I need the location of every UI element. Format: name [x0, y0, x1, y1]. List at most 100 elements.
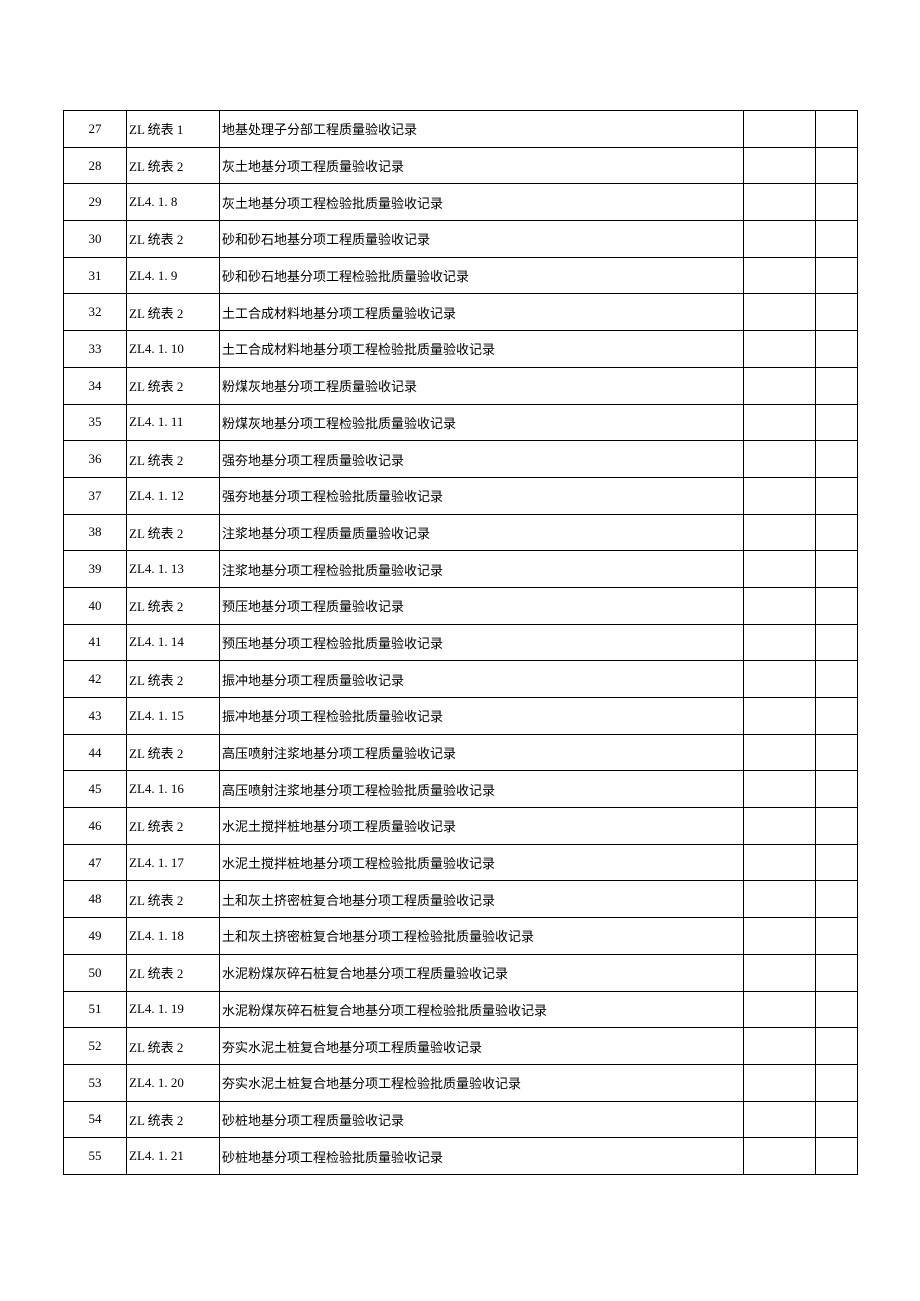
blank-cell-2 — [816, 1064, 858, 1101]
blank-cell-1 — [744, 331, 816, 368]
code-cell: ZL 统表 2 — [127, 367, 220, 404]
sequence-cell: 42 — [64, 661, 127, 698]
description-cell: 水泥土搅拌桩地基分项工程检验批质量验收记录 — [220, 844, 744, 881]
blank-cell-1 — [744, 147, 816, 184]
blank-cell-1 — [744, 184, 816, 221]
blank-cell-1 — [744, 881, 816, 918]
sequence-cell: 45 — [64, 771, 127, 808]
description-cell: 高压喷射注浆地基分项工程质量验收记录 — [220, 734, 744, 771]
blank-cell-1 — [744, 221, 816, 258]
blank-cell-2 — [816, 698, 858, 735]
blank-cell-2 — [816, 184, 858, 221]
blank-cell-1 — [744, 918, 816, 955]
table-row: 37ZL4. 1. 12强夯地基分项工程检验批质量验收记录 — [64, 477, 858, 514]
blank-cell-2 — [816, 771, 858, 808]
table-row: 52ZL 统表 2夯实水泥土桩复合地基分项工程质量验收记录 — [64, 1028, 858, 1065]
sequence-cell: 52 — [64, 1028, 127, 1065]
code-cell: ZL 统表 2 — [127, 1028, 220, 1065]
table-row: 51ZL4. 1. 19水泥粉煤灰碎石桩复合地基分项工程检验批质量验收记录 — [64, 991, 858, 1028]
table-row: 48ZL 统表 2土和灰土挤密桩复合地基分项工程质量验收记录 — [64, 881, 858, 918]
description-cell: 高压喷射注浆地基分项工程检验批质量验收记录 — [220, 771, 744, 808]
blank-cell-1 — [744, 294, 816, 331]
sequence-cell: 38 — [64, 514, 127, 551]
description-cell: 注浆地基分项工程检验批质量验收记录 — [220, 551, 744, 588]
sequence-cell: 29 — [64, 184, 127, 221]
blank-cell-1 — [744, 698, 816, 735]
table-row: 33ZL4. 1. 10土工合成材料地基分项工程检验批质量验收记录 — [64, 331, 858, 368]
description-cell: 预压地基分项工程检验批质量验收记录 — [220, 624, 744, 661]
table-row: 30ZL 统表 2砂和砂石地基分项工程质量验收记录 — [64, 221, 858, 258]
sequence-cell: 48 — [64, 881, 127, 918]
table-row: 49ZL4. 1. 18土和灰土挤密桩复合地基分项工程检验批质量验收记录 — [64, 918, 858, 955]
description-cell: 振冲地基分项工程质量验收记录 — [220, 661, 744, 698]
table-row: 47ZL4. 1. 17水泥土搅拌桩地基分项工程检验批质量验收记录 — [64, 844, 858, 881]
blank-cell-1 — [744, 1101, 816, 1138]
code-cell: ZL 统表 2 — [127, 954, 220, 991]
code-cell: ZL 统表 2 — [127, 514, 220, 551]
blank-cell-1 — [744, 257, 816, 294]
description-cell: 灰土地基分项工程质量验收记录 — [220, 147, 744, 184]
table-row: 27ZL 统表 1地基处理子分部工程质量验收记录 — [64, 111, 858, 148]
quality-records-table: 27ZL 统表 1地基处理子分部工程质量验收记录28ZL 统表 2灰土地基分项工… — [63, 110, 858, 1175]
code-cell: ZL4. 1. 17 — [127, 844, 220, 881]
table-row: 44ZL 统表 2高压喷射注浆地基分项工程质量验收记录 — [64, 734, 858, 771]
code-cell: ZL 统表 2 — [127, 294, 220, 331]
blank-cell-2 — [816, 404, 858, 441]
sequence-cell: 36 — [64, 441, 127, 478]
blank-cell-1 — [744, 367, 816, 404]
blank-cell-1 — [744, 991, 816, 1028]
blank-cell-1 — [744, 477, 816, 514]
table-row: 35ZL4. 1. 11粉煤灰地基分项工程检验批质量验收记录 — [64, 404, 858, 441]
blank-cell-1 — [744, 1064, 816, 1101]
table-row: 46ZL 统表 2水泥土搅拌桩地基分项工程质量验收记录 — [64, 808, 858, 845]
blank-cell-1 — [744, 1028, 816, 1065]
description-cell: 振冲地基分项工程检验批质量验收记录 — [220, 698, 744, 735]
description-cell: 强夯地基分项工程检验批质量验收记录 — [220, 477, 744, 514]
table-row: 32ZL 统表 2土工合成材料地基分项工程质量验收记录 — [64, 294, 858, 331]
description-cell: 注浆地基分项工程质量质量验收记录 — [220, 514, 744, 551]
blank-cell-2 — [816, 514, 858, 551]
blank-cell-1 — [744, 954, 816, 991]
blank-cell-1 — [744, 734, 816, 771]
blank-cell-2 — [816, 441, 858, 478]
code-cell: ZL4. 1. 21 — [127, 1138, 220, 1175]
description-cell: 地基处理子分部工程质量验收记录 — [220, 111, 744, 148]
blank-cell-2 — [816, 734, 858, 771]
sequence-cell: 47 — [64, 844, 127, 881]
description-cell: 水泥粉煤灰碎石桩复合地基分项工程质量验收记录 — [220, 954, 744, 991]
sequence-cell: 34 — [64, 367, 127, 404]
table-row: 55ZL4. 1. 21砂桩地基分项工程检验批质量验收记录 — [64, 1138, 858, 1175]
sequence-cell: 44 — [64, 734, 127, 771]
sequence-cell: 54 — [64, 1101, 127, 1138]
table-body: 27ZL 统表 1地基处理子分部工程质量验收记录28ZL 统表 2灰土地基分项工… — [64, 111, 858, 1175]
code-cell: ZL4. 1. 12 — [127, 477, 220, 514]
sequence-cell: 43 — [64, 698, 127, 735]
table-row: 29ZL4. 1. 8灰土地基分项工程检验批质量验收记录 — [64, 184, 858, 221]
sequence-cell: 37 — [64, 477, 127, 514]
blank-cell-2 — [816, 881, 858, 918]
blank-cell-2 — [816, 551, 858, 588]
code-cell: ZL4. 1. 16 — [127, 771, 220, 808]
description-cell: 砂桩地基分项工程质量验收记录 — [220, 1101, 744, 1138]
code-cell: ZL4. 1. 13 — [127, 551, 220, 588]
blank-cell-1 — [744, 624, 816, 661]
code-cell: ZL4. 1. 9 — [127, 257, 220, 294]
code-cell: ZL4. 1. 10 — [127, 331, 220, 368]
blank-cell-2 — [816, 844, 858, 881]
sequence-cell: 31 — [64, 257, 127, 294]
description-cell: 粉煤灰地基分项工程质量验收记录 — [220, 367, 744, 404]
description-cell: 灰土地基分项工程检验批质量验收记录 — [220, 184, 744, 221]
code-cell: ZL4. 1. 15 — [127, 698, 220, 735]
code-cell: ZL 统表 2 — [127, 147, 220, 184]
blank-cell-1 — [744, 661, 816, 698]
description-cell: 土工合成材料地基分项工程检验批质量验收记录 — [220, 331, 744, 368]
sequence-cell: 53 — [64, 1064, 127, 1101]
description-cell: 夯实水泥土桩复合地基分项工程检验批质量验收记录 — [220, 1064, 744, 1101]
table-row: 43ZL4. 1. 15振冲地基分项工程检验批质量验收记录 — [64, 698, 858, 735]
code-cell: ZL 统表 2 — [127, 661, 220, 698]
blank-cell-2 — [816, 954, 858, 991]
blank-cell-1 — [744, 441, 816, 478]
description-cell: 土和灰土挤密桩复合地基分项工程质量验收记录 — [220, 881, 744, 918]
table-row: 31ZL4. 1. 9砂和砂石地基分项工程检验批质量验收记录 — [64, 257, 858, 294]
blank-cell-2 — [816, 221, 858, 258]
